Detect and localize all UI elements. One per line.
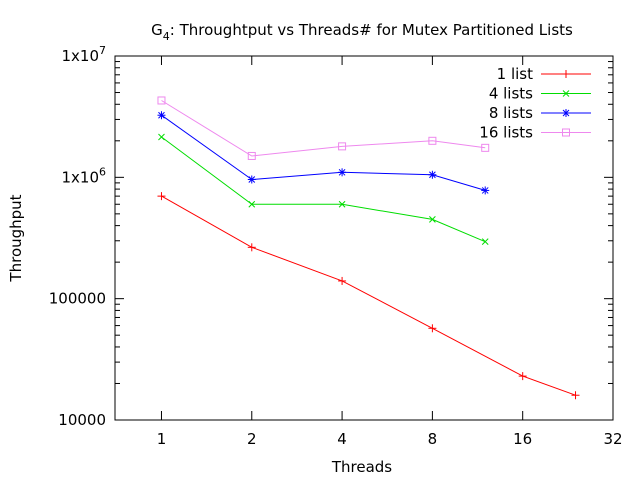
series-layer	[157, 96, 580, 400]
series-line	[161, 136, 486, 243]
x-tick-label: 2	[247, 430, 257, 448]
data-point	[481, 238, 489, 246]
data-point	[338, 200, 346, 208]
chart-title: G4: Throughtput vs Threads# for Mutex Pa…	[151, 21, 573, 43]
data-point	[429, 171, 436, 179]
axes: 1 2 4 8 16 32 10000 100000 1x106 1x107	[49, 44, 623, 448]
legend-entry: 1 list	[497, 65, 591, 83]
x-tick-label: 1	[157, 430, 167, 448]
plot-frame	[114, 55, 614, 421]
series-line	[161, 195, 576, 396]
data-point	[247, 151, 256, 160]
series-16-lists	[157, 96, 490, 160]
data-point	[429, 216, 436, 223]
legend-entry: 4 lists	[489, 85, 591, 103]
legend-label: 16 lists	[479, 124, 533, 142]
data-point	[562, 128, 570, 137]
data-point	[338, 142, 347, 151]
y-tick-label: 100000	[49, 290, 106, 308]
y-tick-label: 10000	[58, 411, 106, 429]
x-tick-label: 8	[428, 430, 438, 448]
data-point	[248, 176, 256, 183]
legend-label: 1 list	[497, 65, 533, 83]
x-axis-label: Threads	[331, 458, 392, 476]
legend-label: 8 lists	[489, 104, 533, 122]
series-line	[161, 100, 486, 157]
data-point	[248, 200, 256, 208]
data-point	[157, 96, 166, 105]
y-axis-label: Throughput	[7, 194, 25, 282]
data-point	[428, 136, 437, 145]
legend-label: 4 lists	[489, 85, 533, 103]
series-8-lists	[157, 111, 490, 195]
legend-entry: 16 lists	[479, 124, 591, 142]
y-tick-label: 1x107	[61, 44, 106, 65]
series-line	[161, 114, 486, 191]
x-tick-label: 16	[513, 430, 532, 448]
data-point	[562, 109, 570, 117]
data-point	[158, 133, 165, 141]
data-point	[158, 111, 165, 119]
x-tick-label: 32	[603, 430, 622, 448]
y-tick-label: 1x106	[61, 165, 106, 186]
data-point	[338, 168, 346, 176]
data-point	[481, 143, 490, 152]
data-point	[481, 187, 489, 194]
legend-entry: 8 lists	[489, 104, 591, 122]
data-point	[562, 90, 570, 97]
series-1-list	[157, 192, 580, 400]
series-4-lists	[158, 133, 489, 246]
x-tick-label: 4	[337, 430, 347, 448]
